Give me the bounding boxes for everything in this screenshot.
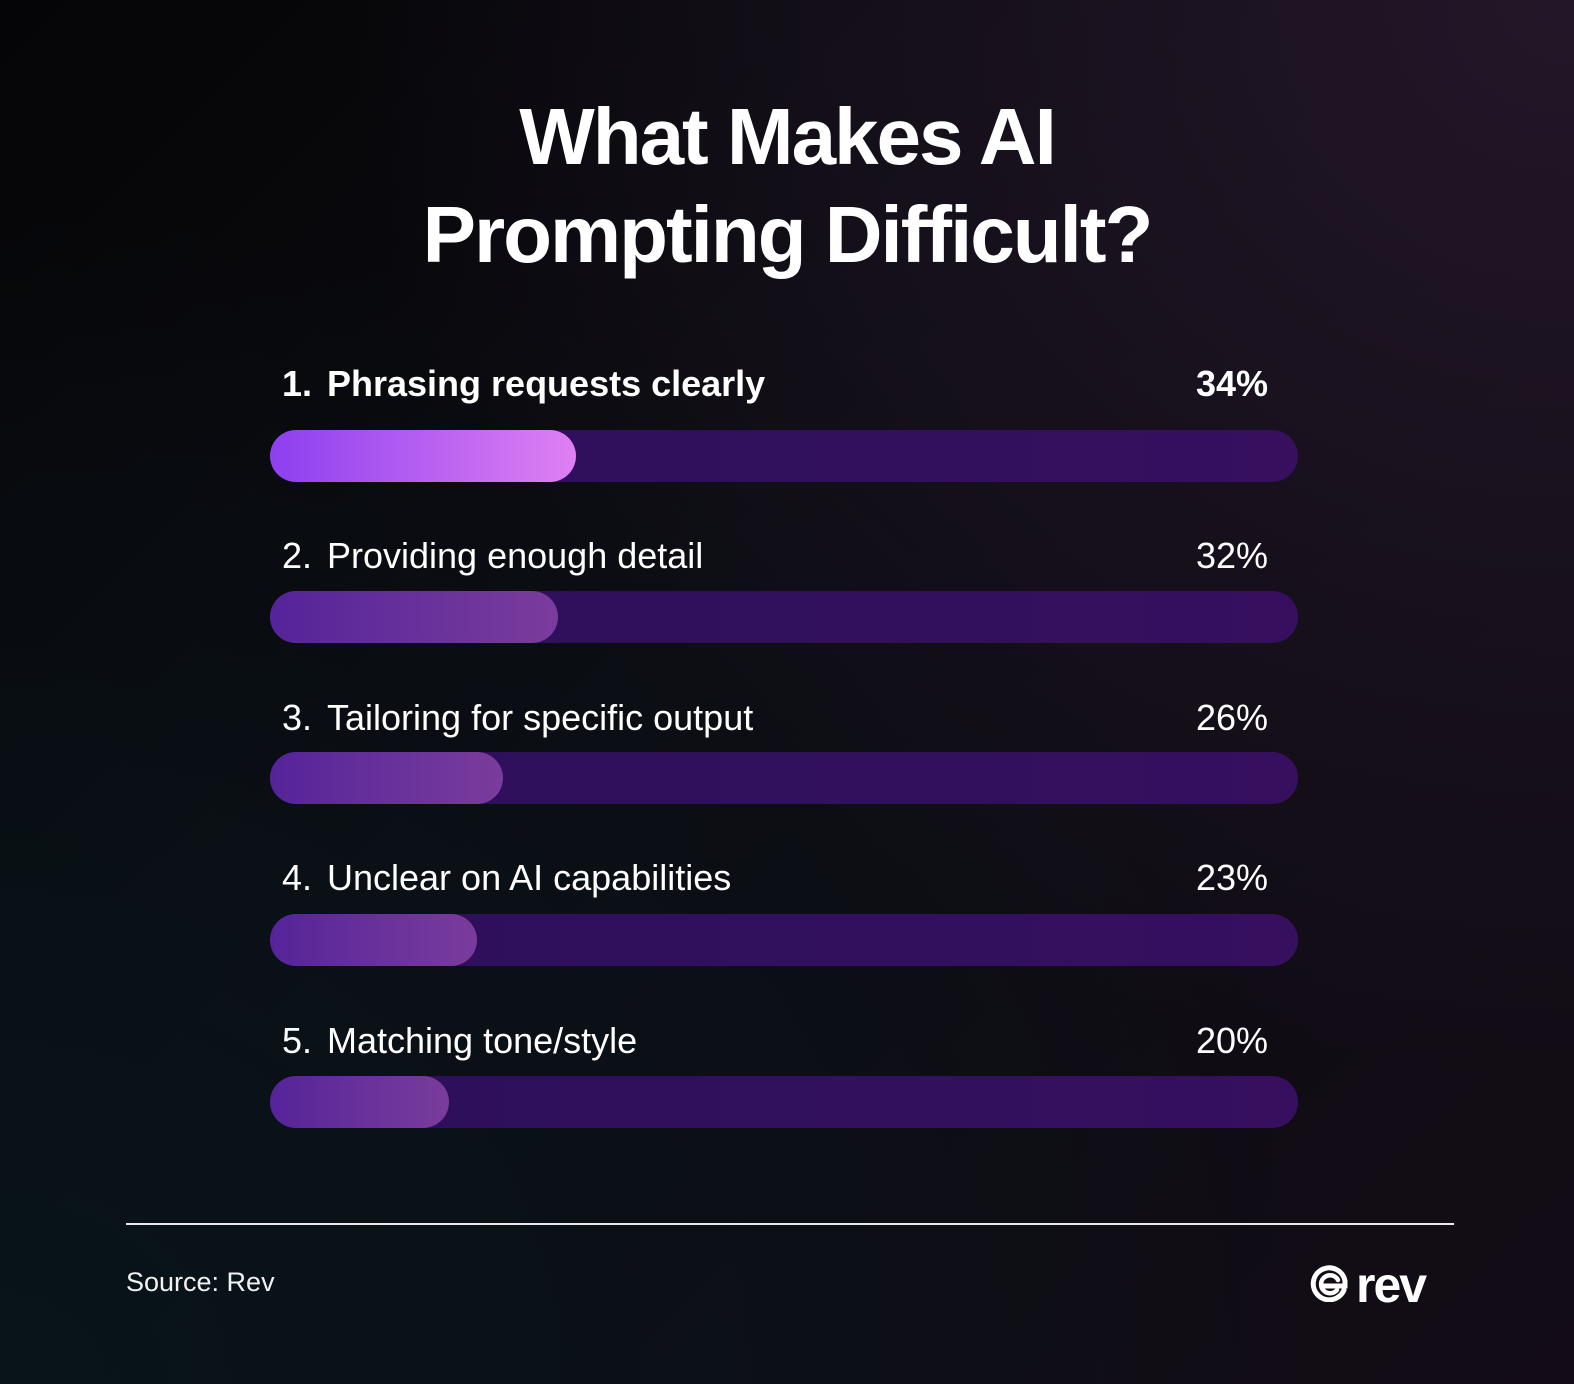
bar-fill (270, 591, 558, 643)
bar-value: 32% (1195, 535, 1268, 576)
chart-title: What Makes AI Prompting Difficult? (0, 88, 1574, 284)
bar-label: 3. Tailoring for specific output (282, 697, 754, 738)
bar-track (270, 430, 1298, 482)
bar-label: 1. Phrasing requests clearly (282, 363, 766, 404)
bar-track (270, 914, 1298, 966)
rev-swirl-icon (1310, 1264, 1348, 1307)
bar-fill (270, 914, 477, 966)
bar-row: 4. Unclear on AI capabilities 23% (270, 854, 1298, 974)
footer-divider (126, 1223, 1454, 1225)
bar-label: 5. Matching tone/style (282, 1020, 638, 1061)
bar-label: 4. Unclear on AI capabilities (282, 857, 732, 898)
bar-track (270, 591, 1298, 643)
bar-row: 2. Providing enough detail 32% (270, 532, 1298, 652)
bar-label: 2. Providing enough detail (282, 535, 704, 576)
bar-value: 23% (1195, 857, 1268, 898)
bar-row: 3. Tailoring for specific output 26% (270, 694, 1298, 814)
title-line-1: What Makes AI (519, 92, 1057, 181)
source-text: Source: Rev (126, 1267, 275, 1297)
bar-value: 20% (1195, 1020, 1268, 1061)
rev-logo: rev (1310, 1257, 1427, 1313)
bar-row: 5. Matching tone/style 20% (270, 1017, 1298, 1137)
bar-fill (270, 430, 576, 482)
bar-track (270, 1076, 1298, 1128)
bar-fill (270, 1076, 449, 1128)
bar-track (270, 752, 1298, 804)
bar-fill (270, 752, 503, 804)
bar-value: 26% (1195, 697, 1268, 738)
bar-value: 34% (1195, 363, 1268, 404)
bar-row: 1. Phrasing requests clearly 34% (270, 360, 1298, 482)
title-line-2: Prompting Difficult? (422, 190, 1154, 279)
logo-text: rev (1356, 1257, 1427, 1313)
